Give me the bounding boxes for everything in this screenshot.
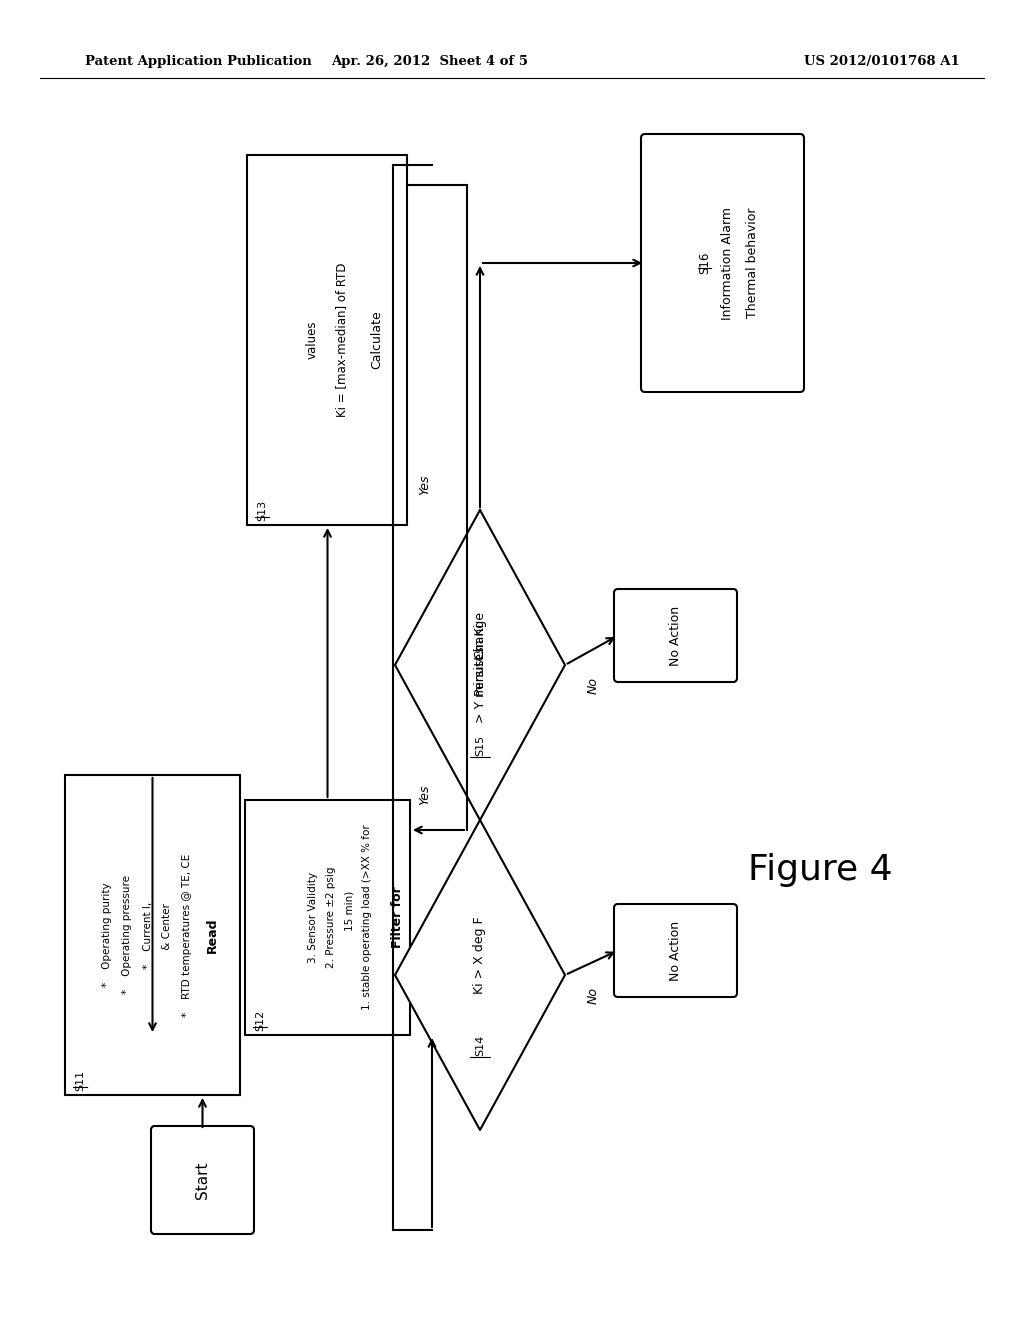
Text: Yes: Yes — [419, 475, 431, 495]
Text: *    Current I,: * Current I, — [142, 902, 153, 969]
Text: Ki = [max-median] of RTD: Ki = [max-median] of RTD — [336, 263, 348, 417]
Text: S13: S13 — [257, 499, 267, 520]
Text: Patent Application Publication: Patent Application Publication — [85, 55, 311, 69]
Text: Change: Change — [473, 611, 486, 659]
Text: S11: S11 — [75, 1069, 85, 1090]
Text: No Action: No Action — [669, 920, 682, 981]
Text: No Action: No Action — [669, 606, 682, 665]
Text: Persist in Ki: Persist in Ki — [473, 624, 486, 696]
FancyBboxPatch shape — [65, 775, 240, 1096]
Text: 1. stable operating load (>XX % for: 1. stable operating load (>XX % for — [362, 825, 373, 1010]
Text: No: No — [587, 986, 599, 1003]
Text: *    Operating pressure: * Operating pressure — [123, 875, 132, 994]
Text: *    RTD temperatures @ TE, CE: * RTD temperatures @ TE, CE — [182, 853, 193, 1016]
Text: Read: Read — [206, 917, 219, 953]
Text: 3. Sensor Validity: 3. Sensor Validity — [307, 873, 317, 964]
Text: US 2012/0101768 A1: US 2012/0101768 A1 — [804, 55, 961, 69]
Text: Calculate: Calculate — [371, 310, 384, 370]
Text: Figure 4: Figure 4 — [748, 853, 892, 887]
Text: S14: S14 — [475, 1035, 485, 1056]
Text: > Y minutes: > Y minutes — [473, 647, 486, 723]
Text: Apr. 26, 2012  Sheet 4 of 5: Apr. 26, 2012 Sheet 4 of 5 — [332, 55, 528, 69]
Text: 15 min): 15 min) — [344, 891, 354, 944]
Text: *    Operating purity: * Operating purity — [102, 883, 113, 987]
Text: S16: S16 — [698, 252, 711, 275]
Text: 2. Pressure ±2 psig: 2. Pressure ±2 psig — [327, 867, 337, 969]
Text: Information Alarm: Information Alarm — [721, 206, 734, 319]
FancyBboxPatch shape — [151, 1126, 254, 1234]
FancyBboxPatch shape — [245, 800, 410, 1035]
Text: & Center: & Center — [163, 904, 172, 966]
FancyBboxPatch shape — [614, 904, 737, 997]
Text: Start: Start — [195, 1162, 210, 1199]
Text: No: No — [587, 676, 599, 693]
Text: Yes: Yes — [419, 785, 431, 805]
Text: Ki > X deg F: Ki > X deg F — [473, 916, 486, 994]
Text: Thermal behavior: Thermal behavior — [746, 207, 759, 318]
Text: values: values — [305, 321, 318, 359]
FancyBboxPatch shape — [247, 154, 407, 525]
Polygon shape — [395, 510, 565, 820]
FancyBboxPatch shape — [641, 135, 804, 392]
Text: S15: S15 — [475, 734, 485, 755]
Text: S12: S12 — [255, 1010, 265, 1031]
Text: Filter for: Filter for — [391, 887, 404, 948]
Polygon shape — [395, 820, 565, 1130]
FancyBboxPatch shape — [614, 589, 737, 682]
